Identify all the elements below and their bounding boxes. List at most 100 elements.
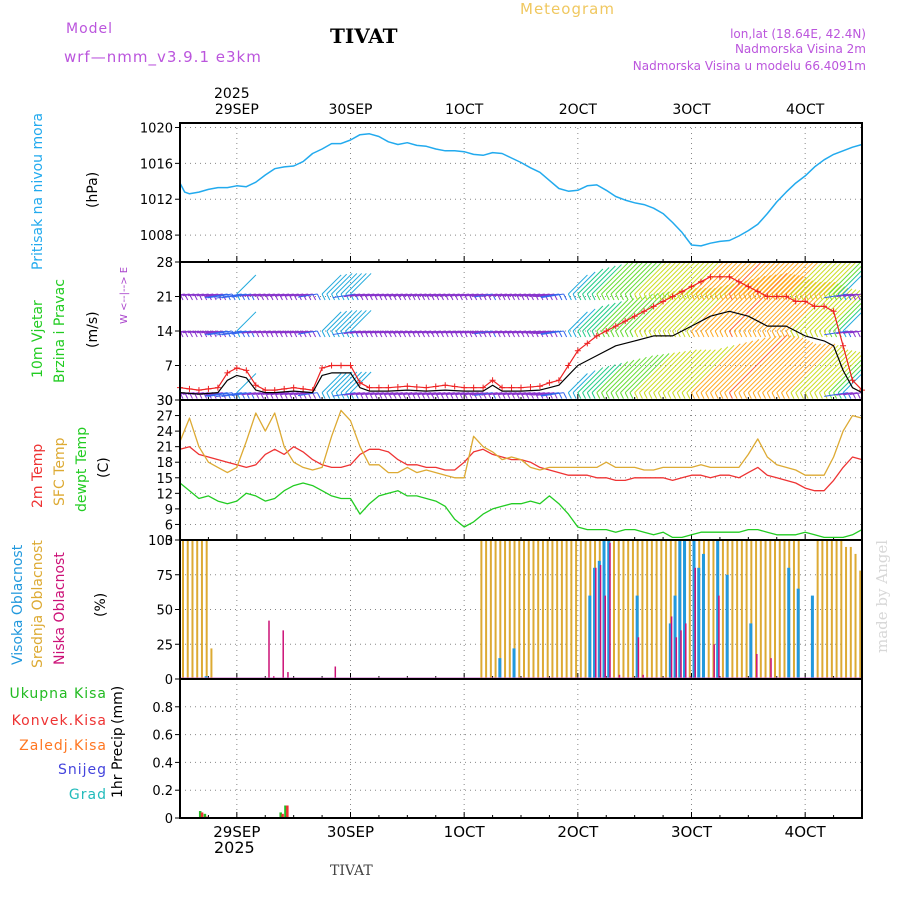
top-day-label: 3OCT bbox=[672, 102, 711, 118]
ytick-label: 25 bbox=[156, 638, 173, 653]
ytick-label: 3 bbox=[165, 534, 173, 549]
wind-barb bbox=[201, 330, 214, 334]
wind-barb bbox=[280, 392, 294, 396]
wind-barb-tick bbox=[331, 392, 336, 399]
cloud-mid-bar bbox=[821, 540, 824, 679]
wind-barb-tick bbox=[653, 392, 658, 399]
precip-legend-item: Zaledj.Kisa bbox=[19, 738, 107, 754]
wind-barb-tick bbox=[681, 330, 686, 338]
wind-barb bbox=[629, 291, 670, 332]
wind-barb-tick bbox=[823, 330, 828, 338]
wind-barb-tick bbox=[757, 330, 762, 338]
model-label: Model bbox=[66, 21, 113, 37]
wind-barb bbox=[455, 392, 469, 396]
wind-barb-tick bbox=[662, 293, 667, 301]
wind-barb bbox=[672, 287, 716, 332]
wind-barb-tick bbox=[591, 293, 596, 301]
wind-barb bbox=[464, 392, 479, 396]
wind-barb bbox=[365, 392, 379, 396]
wind-gust-marker bbox=[773, 293, 780, 300]
wind-barb bbox=[236, 311, 257, 332]
wind-barb bbox=[349, 330, 365, 334]
wind-barb bbox=[207, 392, 233, 397]
wind-barb-tick bbox=[733, 392, 738, 399]
wind-barb-tick bbox=[601, 330, 605, 338]
wind-barb bbox=[262, 330, 275, 334]
wind-barb-tick bbox=[340, 330, 345, 338]
wind-label-1: 10m Vjetar bbox=[30, 300, 46, 378]
wind-barb bbox=[335, 310, 358, 332]
wind-barb bbox=[335, 371, 358, 393]
wind-gust-marker bbox=[480, 384, 487, 391]
wind-barb bbox=[842, 293, 858, 297]
precip-legend-item: Ukupna Kisa bbox=[9, 686, 107, 702]
wind-barb-tick bbox=[563, 330, 568, 338]
wind-gust-marker bbox=[612, 323, 619, 330]
wind-barb-tick bbox=[681, 293, 686, 301]
wind-barb bbox=[388, 330, 403, 334]
cloud-low-bar bbox=[609, 542, 611, 679]
wind-barb bbox=[512, 330, 526, 334]
wind-barb bbox=[326, 372, 348, 393]
wind-barb bbox=[577, 367, 604, 393]
cloud-low-bar bbox=[595, 567, 597, 679]
wind-barb bbox=[705, 339, 760, 393]
wind-barb bbox=[383, 293, 398, 297]
wind-barb bbox=[241, 392, 256, 396]
wind-barb bbox=[402, 293, 417, 297]
wind-gust-marker bbox=[319, 364, 326, 371]
wind-barb bbox=[842, 330, 858, 334]
wind-barb-tick bbox=[757, 293, 762, 301]
temp-2m-line bbox=[179, 446, 863, 492]
wind-barb bbox=[762, 262, 796, 295]
wind-barb bbox=[648, 262, 682, 295]
wind-gust-marker bbox=[584, 340, 591, 347]
wind-barb bbox=[469, 330, 484, 334]
wind-barb bbox=[762, 280, 814, 332]
wind-barb bbox=[582, 267, 610, 295]
cloud-low-bar bbox=[756, 653, 758, 679]
wind-barb-tick bbox=[762, 293, 766, 301]
cloud-mid-bar bbox=[764, 540, 767, 679]
wind-barb-tick bbox=[586, 293, 591, 301]
wind-barb bbox=[516, 330, 531, 334]
cloud-mid-bar bbox=[627, 540, 630, 679]
wind-gust-marker bbox=[716, 273, 723, 280]
wind-barb bbox=[639, 351, 681, 393]
wind-barb-tick bbox=[705, 330, 710, 338]
wind-barb bbox=[360, 392, 375, 396]
wind-barb bbox=[757, 340, 810, 393]
wind-barb-tick bbox=[809, 293, 814, 301]
wind-barb-tick bbox=[634, 392, 639, 399]
wind-barb bbox=[374, 330, 389, 334]
cloud-mid-bar bbox=[191, 540, 194, 679]
wind-barb bbox=[681, 284, 729, 332]
wind-barb-tick bbox=[326, 392, 331, 399]
wind-barb bbox=[271, 293, 285, 297]
wind-barb bbox=[435, 293, 451, 297]
wind-barb bbox=[187, 330, 200, 334]
wind-barb bbox=[321, 274, 342, 295]
top-day-label: 1OCT bbox=[445, 102, 484, 118]
wind-barb bbox=[529, 392, 545, 396]
ytick-label: 9 bbox=[165, 503, 173, 518]
wind-barb bbox=[586, 364, 616, 393]
wind-barb bbox=[196, 330, 209, 334]
cloud-mid-bar bbox=[641, 540, 644, 679]
cloud-low-bar bbox=[637, 637, 640, 679]
precip-total-bar bbox=[203, 813, 207, 818]
wind-barb-tick bbox=[596, 392, 601, 399]
wind-barb bbox=[205, 330, 218, 334]
wind-barb-tick bbox=[620, 330, 624, 338]
cloud-low-bar bbox=[334, 666, 337, 679]
wind-barb bbox=[343, 330, 361, 335]
wind-barb bbox=[247, 330, 261, 334]
wind-barb-tick bbox=[781, 392, 785, 399]
wind-barb bbox=[180, 293, 185, 296]
cloud-mid-bar bbox=[575, 540, 578, 679]
wind-barb-tick bbox=[771, 330, 776, 338]
wind-gust-marker bbox=[555, 377, 562, 384]
cloud-low-bar bbox=[770, 658, 772, 679]
wind-barb-tick bbox=[700, 293, 705, 301]
wind-barb bbox=[402, 392, 417, 396]
